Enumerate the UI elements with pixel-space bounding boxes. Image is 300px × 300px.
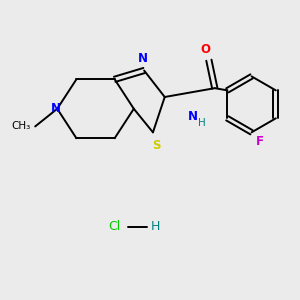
- Text: O: O: [200, 43, 210, 56]
- Text: H: H: [198, 118, 206, 128]
- Text: CH₃: CH₃: [11, 122, 31, 131]
- Text: S: S: [152, 139, 160, 152]
- Text: N: N: [138, 52, 148, 65]
- Text: Cl: Cl: [109, 220, 121, 233]
- Text: H: H: [151, 220, 160, 233]
- Text: N: N: [188, 110, 198, 123]
- Text: F: F: [256, 135, 264, 148]
- Text: N: N: [51, 102, 61, 115]
